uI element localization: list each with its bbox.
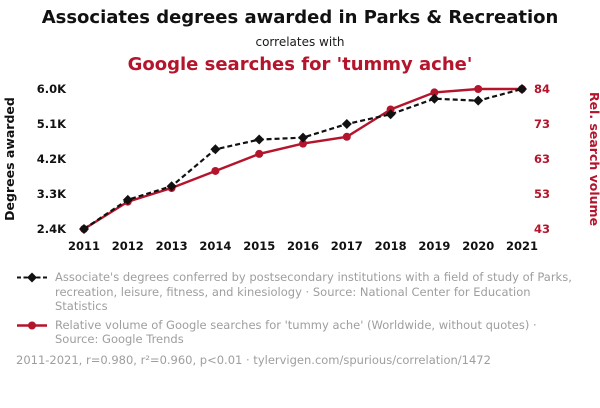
svg-text:5.1K: 5.1K	[37, 117, 67, 131]
svg-text:2016: 2016	[287, 239, 319, 253]
stats-footer: 2011-2021, r=0.980, r²=0.960, p<0.01 · t…	[16, 352, 491, 367]
legend-item-degrees: Associate's degrees conferred by postsec…	[16, 270, 576, 314]
red-line-circle-marker-icon	[17, 321, 47, 330]
chart-title-primary: Associates degrees awarded in Parks & Re…	[41, 7, 559, 28]
svg-text:3.3K: 3.3K	[37, 187, 67, 201]
svg-text:2019: 2019	[418, 239, 450, 253]
svg-text:Rel. search volume: Rel. search volume	[587, 92, 600, 226]
svg-text:2011: 2011	[68, 239, 100, 253]
chart-subtitle: correlates with	[255, 35, 345, 49]
dual-axis-line-chart: 6.0K 5.1K 4.2K 3.3K 2.4K 84 73 63 53 43 2011 2012 20…	[2, 82, 600, 253]
svg-text:4.2K: 4.2K	[37, 152, 67, 166]
svg-text:2015: 2015	[243, 239, 275, 253]
svg-text:2013: 2013	[156, 239, 188, 253]
legend-item-searches: Relative volume of Google searches for '…	[16, 318, 576, 347]
svg-text:2.4K: 2.4K	[37, 222, 67, 236]
svg-text:84: 84	[534, 82, 550, 96]
svg-text:2012: 2012	[112, 239, 144, 253]
svg-text:2020: 2020	[462, 239, 494, 253]
svg-text:6.0K: 6.0K	[37, 82, 67, 96]
svg-text:63: 63	[534, 152, 550, 166]
svg-text:Degrees awarded: Degrees awarded	[2, 97, 17, 221]
svg-text:73: 73	[534, 117, 550, 131]
legend-label-searches: Relative volume of Google searches for '…	[55, 317, 537, 347]
svg-text:2017: 2017	[331, 239, 363, 253]
black-dashed-diamond-marker-icon	[17, 272, 47, 283]
legend-label-degrees: Associate's degrees conferred by postsec…	[55, 270, 572, 314]
svg-text:2014: 2014	[199, 239, 231, 253]
svg-text:43: 43	[534, 222, 550, 236]
legend: Associate's degrees conferred by postsec…	[16, 270, 576, 347]
svg-text:2018: 2018	[375, 239, 407, 253]
chart-area: 6.0K 5.1K 4.2K 3.3K 2.4K 84 73 63 53 43 2011 2012 20…	[0, 77, 600, 265]
svg-text:2021: 2021	[506, 239, 538, 253]
svg-text:53: 53	[534, 187, 550, 201]
chart-title-secondary: Google searches for 'tummy ache'	[127, 54, 473, 75]
